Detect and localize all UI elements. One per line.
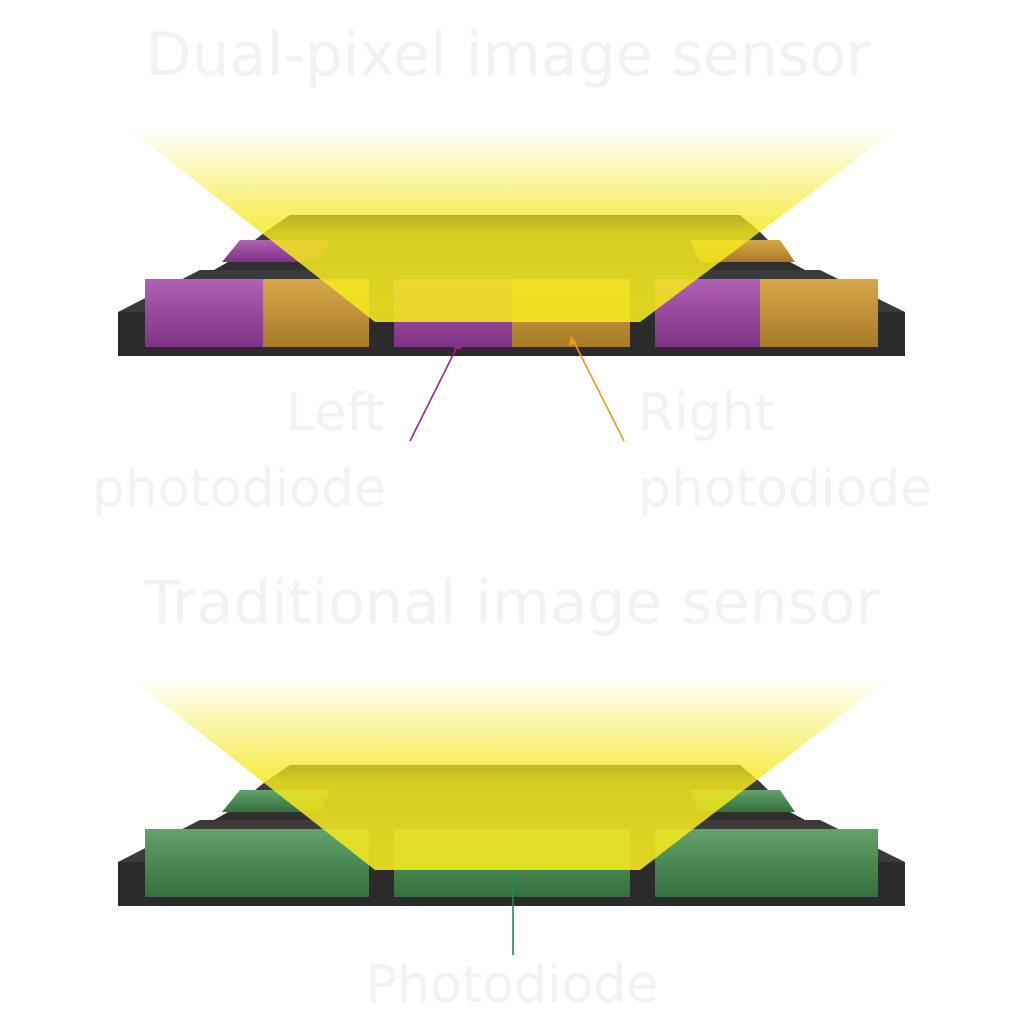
traditional-leader [509,873,517,955]
left-photodiode-arrow [409,344,459,442]
left-photodiode-label-line1: Left [286,383,384,443]
traditional-section: Traditional image sensor Photodiode [118,568,905,1015]
right-photodiode-label-line2: photodiode [638,459,932,519]
dual-pixel-light-beam [128,128,898,322]
right-photodiode-cell [760,279,878,347]
dual-pixel-title: Dual-pixel image sensor [145,20,871,90]
right-photodiode-arrow [573,341,625,442]
photodiode-cell [655,829,878,897]
left-photodiode-cell [145,279,263,347]
right-photodiode-label-line1: Right [638,383,775,443]
traditional-title: Traditional image sensor [143,568,881,638]
photodiode-cell [145,829,369,897]
dual-pixel-leaders [409,336,625,442]
traditional-light-beam [128,676,892,870]
dual-pixel-section: Dual-pixel image sensor [92,20,933,519]
photodiode-label: Photodiode [366,955,659,1015]
left-photodiode-label-line2: photodiode [92,459,386,519]
